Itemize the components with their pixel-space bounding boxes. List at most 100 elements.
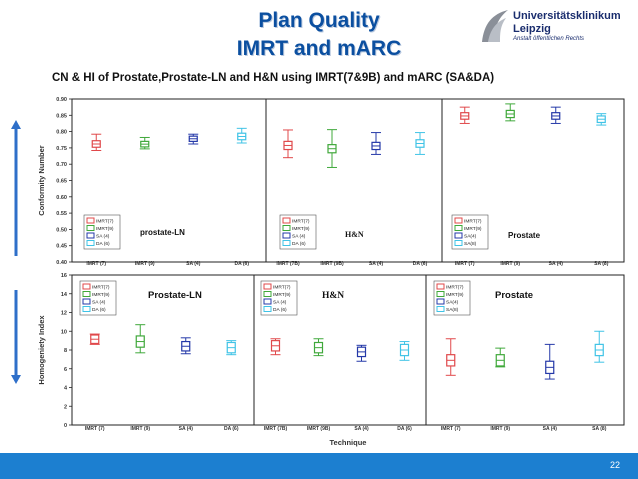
legend-swatch <box>263 298 272 305</box>
y-tick-label: 12 <box>61 311 67 317</box>
box-IMRT (7) <box>89 333 100 345</box>
legend-swatch <box>82 298 91 305</box>
legend-swatch <box>282 225 291 231</box>
legend-entry: SA(4) <box>446 300 459 306</box>
legend-swatch <box>82 283 91 290</box>
x-tick-label: SA (4) <box>186 261 201 267</box>
slide-subtitle: CN & HI of Prostate,Prostate-LN and H&N … <box>52 72 495 84</box>
x-tick-label: IMRT (7) <box>455 261 475 267</box>
x-tick-label: SA (4) <box>179 426 194 432</box>
legend-entry: SA(4) <box>464 234 477 240</box>
box-SA (4) <box>188 133 199 145</box>
box-DA (6) <box>399 341 410 361</box>
box-SA (8) <box>594 330 605 363</box>
y-tick-label: 0.40 <box>56 260 67 266</box>
y-tick-label: 8 <box>64 348 67 354</box>
legend-swatch <box>436 283 445 290</box>
logo-text-legal-form: Anstalt öffentlichen Rechts <box>513 36 585 42</box>
box-SA (8) <box>596 113 607 126</box>
university-emblem-icon <box>482 10 508 42</box>
x-tick-label: IMRT (7) <box>86 261 106 267</box>
y-tick-label: 0.60 <box>56 195 67 201</box>
legend-swatch <box>86 217 95 224</box>
box-DA (6) <box>415 132 425 155</box>
legend-entry: IMRT(7) <box>273 285 291 291</box>
page-number: 22 <box>609 460 620 470</box>
box-SA (4) <box>550 106 561 124</box>
legend-swatch <box>282 240 291 246</box>
legend-0: IMRT(7)IMRT(9) SA (4)DA (6) <box>79 280 117 316</box>
legend-swatch <box>82 291 91 297</box>
box-SA (4) <box>180 337 191 355</box>
y-tick-label: 10 <box>61 329 67 335</box>
y-tick-label: 0.85 <box>56 113 67 119</box>
box-IMRT (7) <box>445 338 456 376</box>
homogeneity-down-arrow-icon <box>11 290 21 384</box>
panel-label: prostate-LN <box>140 228 185 237</box>
legend-entry: IMRT(9) <box>446 292 464 298</box>
panel-label: Prostate <box>495 290 533 301</box>
x-tick-label: SA (8) <box>592 426 607 432</box>
legend-swatch <box>454 217 463 224</box>
x-tick-label: IMRT (9) <box>130 426 150 432</box>
panel-label: Prostate-LN <box>148 290 202 301</box>
box-IMRT (9) <box>139 136 150 150</box>
y-tick-label: 0.45 <box>56 244 67 250</box>
y-tick-label: 0.75 <box>56 146 67 152</box>
box-IMRT (7) <box>459 106 470 124</box>
x-tick-label: IMRT (7B) <box>276 261 300 267</box>
legend-entry: SA (4) <box>273 300 287 306</box>
x-tick-label: SA (4) <box>369 261 384 267</box>
legend-entry: SA (4) <box>92 300 106 306</box>
x-tick-label: DA (6) <box>234 261 249 267</box>
y-tick-label: 0.55 <box>56 211 67 217</box>
legend-0: IMRT(7)IMRT(9) SA (4)DA (6) <box>83 214 121 250</box>
legend-swatch <box>436 291 445 297</box>
legend-entry: IMRT(7) <box>96 219 114 225</box>
box-SA (4) <box>356 344 367 362</box>
x-tick-label: IMRT (7) <box>85 426 105 432</box>
y-tick-label: 0 <box>64 423 67 429</box>
legend-swatch <box>436 298 445 305</box>
legend-swatch <box>282 217 291 224</box>
footer-bar: 22 <box>0 453 638 479</box>
legend-entry: IMRT(9) <box>96 226 114 232</box>
legend-swatch <box>436 306 445 312</box>
legend-entry: SA (4) <box>292 234 306 240</box>
y-tick-label: 2 <box>64 404 67 410</box>
x-tick-label: IMRT (9) <box>500 261 520 267</box>
x-tick-label: DA (6) <box>413 261 428 267</box>
legend-1: IMRT(7)IMRT(9) SA (4)DA (6) <box>260 280 298 316</box>
legend-entry: SA(8) <box>464 241 477 247</box>
legend-entry: IMRT(9) <box>273 292 291 298</box>
legend-swatch <box>454 240 463 246</box>
box-IMRT (9) <box>505 103 516 122</box>
legend-2: IMRT(7)IMRT(9) SA(4)SA(8) <box>433 280 471 316</box>
legend-swatch <box>263 283 272 290</box>
y-tick-label: 0.80 <box>56 130 67 136</box>
box-DA (6) <box>226 340 237 356</box>
x-tick-label: SA (4) <box>549 261 564 267</box>
y-tick-label: 0.70 <box>56 162 67 168</box>
box-plot-figure: 0.40 0.45 0.50 0.55 0.60 0.65 0.70 0.75 0.80 0.85… <box>11 97 625 447</box>
legend-swatch <box>454 232 463 239</box>
legend-swatch <box>86 225 95 231</box>
panel-label: H&N <box>345 230 364 239</box>
x-tick-label: IMRT (9B) <box>320 261 344 267</box>
logo-text-city: Leipzig <box>513 23 551 35</box>
x-tick-label: IMRT (9B) <box>307 426 331 432</box>
y-tick-label: 0.65 <box>56 179 67 185</box>
box-IMRT (9) <box>135 324 146 354</box>
homogeneity-down-arrow-icon-head <box>11 375 21 384</box>
legend-entry: IMRT(7) <box>292 219 310 225</box>
box-SA (4) <box>544 343 555 380</box>
legend-entry: DA (6) <box>292 241 306 247</box>
legend-entry: IMRT(9) <box>292 226 310 232</box>
legend-entry: IMRT(9) <box>464 226 482 232</box>
legend-swatch <box>82 306 91 312</box>
legend-entry: SA(8) <box>446 307 459 313</box>
box-IMRT (9B) <box>327 129 337 168</box>
box-IMRT (7B) <box>270 338 281 356</box>
legend-entry: IMRT(9) <box>92 292 110 298</box>
legend-swatch <box>282 232 291 239</box>
